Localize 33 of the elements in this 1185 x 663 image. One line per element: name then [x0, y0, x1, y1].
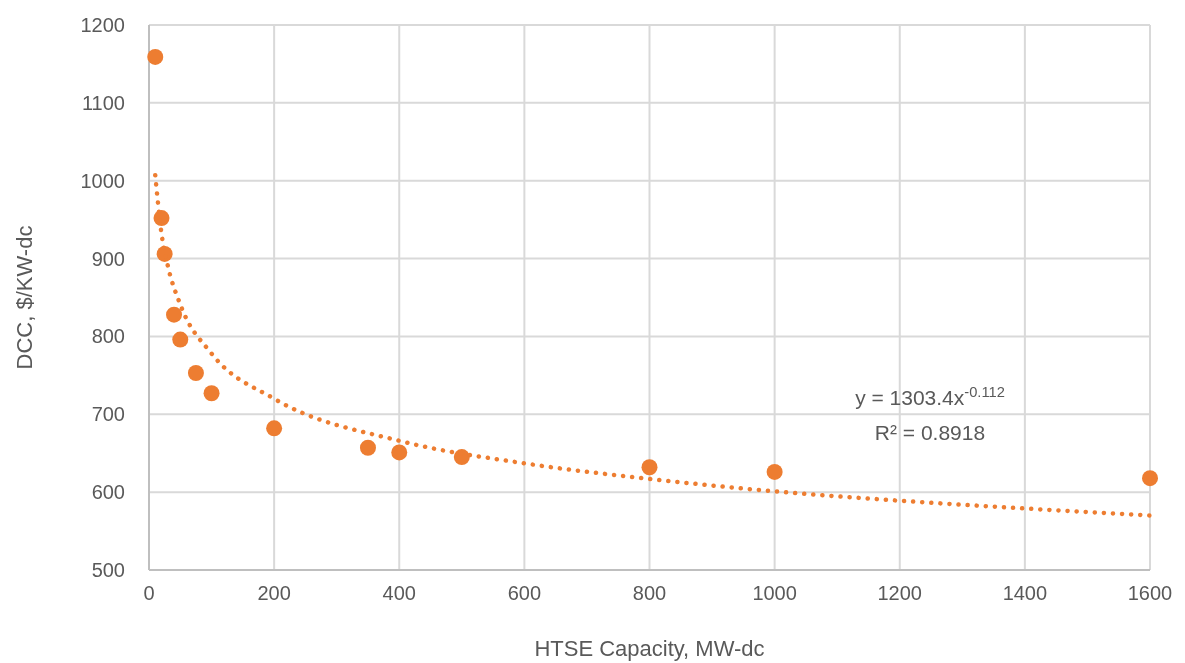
x-tick-label: 400 [382, 582, 416, 604]
x-tick-label: 1400 [1002, 582, 1048, 604]
y-tick-label: 1200 [80, 14, 125, 36]
point [1142, 470, 1158, 487]
x-tick-label: 1000 [752, 582, 797, 604]
point [266, 420, 283, 437]
point [166, 306, 183, 323]
point [147, 48, 164, 65]
point [391, 444, 408, 461]
x-tick-label: 1200 [877, 582, 922, 604]
point [203, 385, 220, 402]
x-axis-title: HTSE Capacity, MW-dc [534, 636, 765, 661]
y-axis-title: DCC, $/KW-dc [12, 225, 37, 370]
point [641, 459, 658, 476]
annotation: R² = 0.8918 [874, 421, 986, 444]
y-tick-label: 600 [91, 481, 125, 504]
point [187, 365, 204, 382]
x-tick-label: 200 [257, 582, 291, 604]
line-series [153, 173, 1153, 518]
y-tick-label: 700 [91, 403, 125, 426]
x-tick-label: 800 [632, 582, 667, 604]
y-tick-label: 1100 [81, 91, 125, 114]
y-tick-label: 900 [91, 247, 125, 270]
x-tick-label: 0 [143, 582, 155, 604]
y-tick-label: 800 [91, 325, 125, 348]
x-tick-label: 600 [507, 582, 542, 604]
point [172, 331, 189, 348]
y-tick-label: 1000 [80, 169, 125, 192]
annotation: y = 1303.4x$^{-0.112}$ [855, 384, 1005, 409]
point [766, 463, 783, 480]
y-tick-label: 500 [91, 559, 125, 581]
point [359, 439, 376, 456]
x-tick-label: 1600 [1127, 582, 1173, 604]
